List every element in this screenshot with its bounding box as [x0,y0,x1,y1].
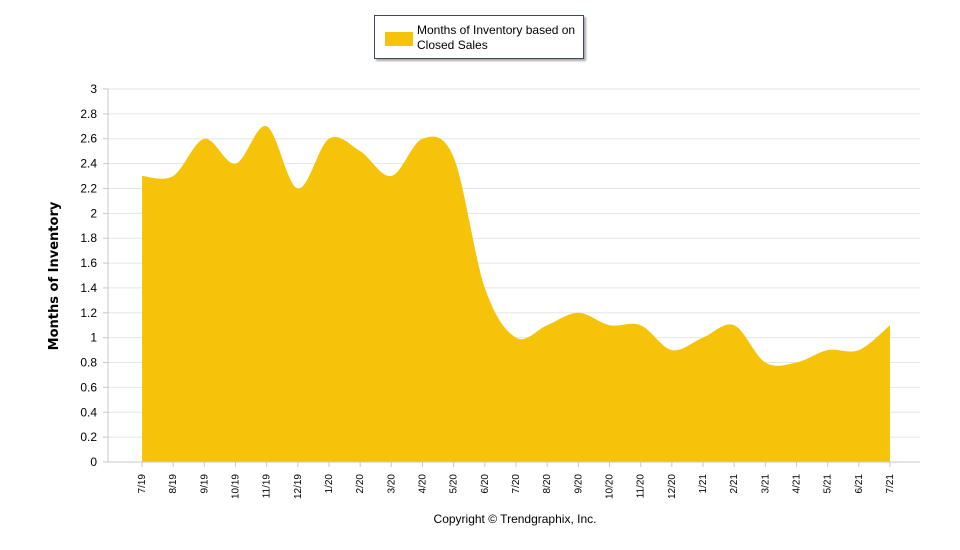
x-tick-label: 4/21 [792,474,803,494]
y-tick-label: 1 [90,331,97,345]
x-tick-label: 5/21 [823,474,834,494]
x-tick-label: 12/19 [293,474,304,499]
y-tick-label: 0.8 [80,356,97,370]
area-series [142,125,890,462]
y-tick-label: 0.4 [80,405,97,419]
x-tick-label: 7/21 [885,474,896,494]
y-tick-label: 0.2 [80,430,97,444]
y-tick-label: 1.6 [80,256,97,270]
x-tick-label: 9/20 [573,474,584,494]
x-tick-label: 10/19 [231,474,242,499]
x-tick-label: 11/19 [262,474,273,499]
x-tick-label: 7/19 [137,474,148,494]
axes [107,89,920,463]
y-tick-label: 2.4 [80,157,97,171]
legend-label: Months of Inventory based on Closed Sale… [417,23,576,52]
series-area [142,125,890,462]
y-axis-label: Months of Inventory [47,201,62,350]
legend-swatch [385,32,413,46]
x-tick-label: 4/20 [418,474,429,494]
x-tick-label: 2/21 [729,474,740,494]
x-tick-label: 8/20 [542,474,553,494]
x-tick-label: 10/20 [605,474,616,499]
x-tick-label: 3/20 [386,474,397,494]
x-tick-label: 3/21 [760,474,771,494]
y-tick-label: 0 [90,455,97,469]
y-tick-label: 1.2 [80,306,97,320]
y-tick-label: 2.6 [80,132,97,146]
copyright-text: Copyright © Trendgraphix, Inc. [433,512,597,526]
y-tick-label: 2.2 [80,181,97,195]
x-tick-label: 7/20 [511,474,522,494]
x-tick-label: 11/20 [636,474,647,499]
y-tick-label: 1.4 [80,281,97,295]
x-tick-label: 12/20 [667,474,678,499]
x-tick-label: 1/20 [324,474,335,494]
y-tick-label: 0.6 [80,380,97,394]
y-tick-label: 2 [90,206,97,220]
x-tick-label: 6/21 [854,474,865,494]
y-tick-label: 1.8 [80,231,97,245]
x-tick-label: 2/20 [355,474,366,494]
legend: Months of Inventory based on Closed Sale… [374,15,584,59]
x-tick-label: 8/19 [168,474,179,494]
x-tick-label: 1/21 [698,474,709,494]
x-tick-label: 5/20 [449,474,460,494]
x-tick-labels: 7/19 8/19 9/19 10/19 11/19 12/19 1/20 2/20 3/20 4… [137,462,896,499]
x-tick-label: 6/20 [480,474,491,494]
y-tick-labels: 0 0.2 0.4 0.6 0.8 1 1.2 1.4 1.6 1.8 2 2.2 2.4 2.6 2.8 3 [80,82,108,469]
y-tick-label: 3 [90,82,97,96]
x-tick-label: 9/19 [199,474,210,494]
y-tick-label: 2.8 [80,107,97,121]
